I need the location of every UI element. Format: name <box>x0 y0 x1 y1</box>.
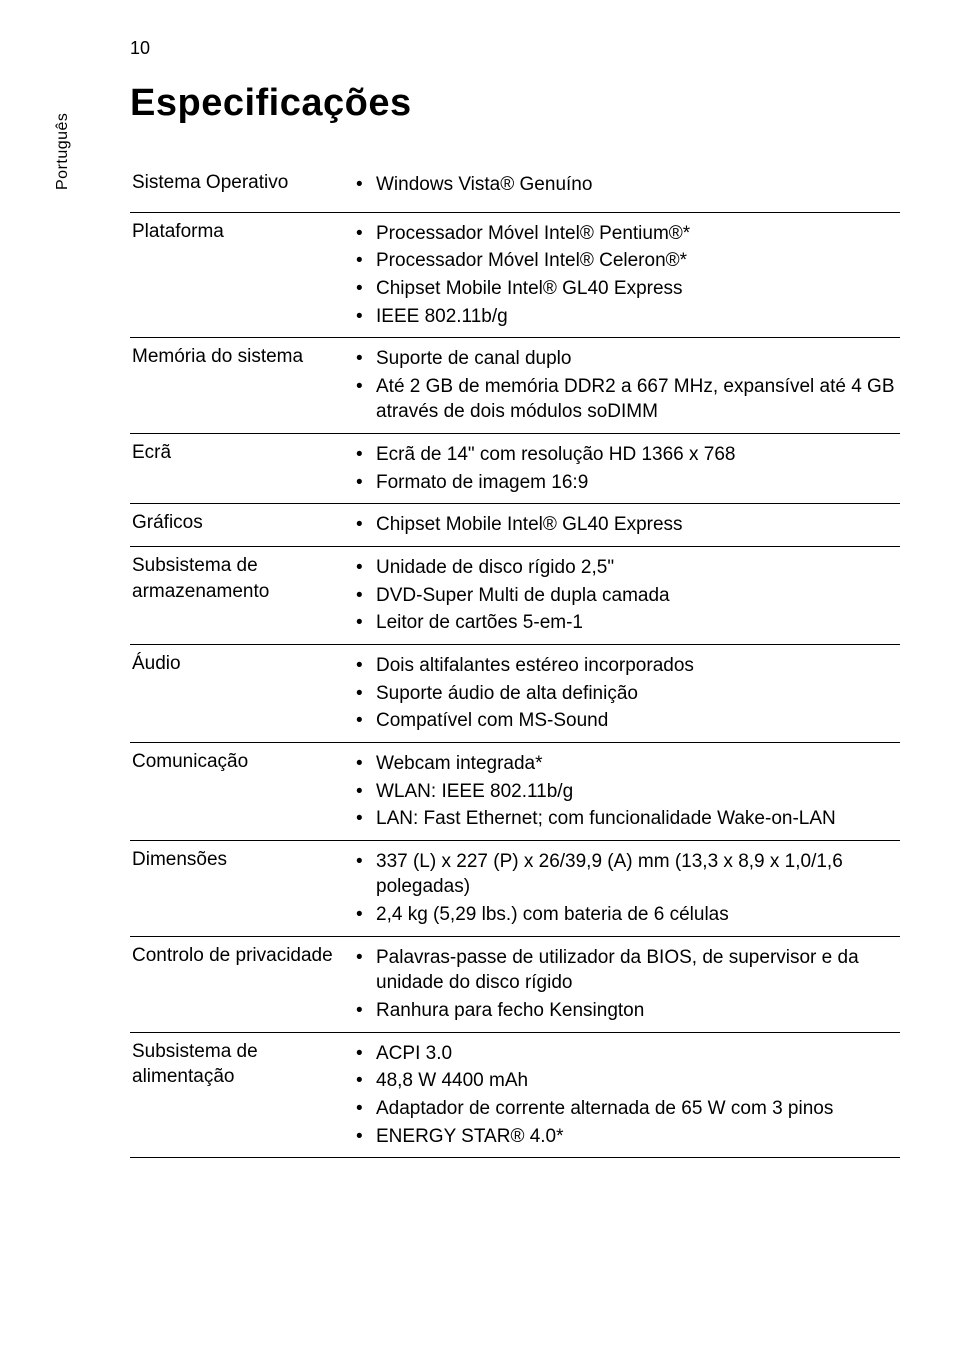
table-row: GráficosChipset Mobile Intel® GL40 Expre… <box>130 504 900 547</box>
table-row: Sistema OperativoWindows Vista® Genuíno <box>130 158 900 212</box>
table-row: Subsistema de alimentaçãoACPI 3.048,8 W … <box>130 1032 900 1158</box>
table-row: PlataformaProcessador Móvel Intel® Penti… <box>130 212 900 338</box>
table-row: Subsistema de armazenamentoUnidade de di… <box>130 547 900 645</box>
list-item: WLAN: IEEE 802.11b/g <box>348 779 896 805</box>
spec-row-label: Áudio <box>130 644 346 742</box>
spec-row-label: Subsistema de armazenamento <box>130 547 346 645</box>
spec-row-values: Webcam integrada*WLAN: IEEE 802.11b/gLAN… <box>346 742 900 840</box>
table-row: EcrãEcrã de 14" com resolução HD 1366 x … <box>130 434 900 504</box>
table-row: Memória do sistemaSuporte de canal duplo… <box>130 338 900 434</box>
spec-row-values: Processador Móvel Intel® Pentium®*Proces… <box>346 212 900 338</box>
list-item: Leitor de cartões 5-em-1 <box>348 610 896 636</box>
list-item: Dois altifalantes estéreo incorporados <box>348 653 896 679</box>
spec-value-list: Processador Móvel Intel® Pentium®*Proces… <box>348 221 896 330</box>
spec-value-list: ACPI 3.048,8 W 4400 mAhAdaptador de corr… <box>348 1041 896 1150</box>
spec-row-values: Chipset Mobile Intel® GL40 Express <box>346 504 900 547</box>
list-item: LAN: Fast Ethernet; com funcionalidade W… <box>348 806 896 832</box>
list-item: Compatível com MS-Sound <box>348 708 896 734</box>
spec-row-label: Ecrã <box>130 434 346 504</box>
spec-value-list: Dois altifalantes estéreo incorporadosSu… <box>348 653 896 734</box>
page-title: Especificações <box>130 82 412 125</box>
list-item: IEEE 802.11b/g <box>348 304 896 330</box>
spec-row-label: Sistema Operativo <box>130 158 346 212</box>
page-number: 10 <box>130 38 150 59</box>
list-item: DVD-Super Multi de dupla camada <box>348 583 896 609</box>
list-item: 48,8 W 4400 mAh <box>348 1068 896 1094</box>
list-item: Chipset Mobile Intel® GL40 Express <box>348 276 896 302</box>
spec-value-list: Ecrã de 14" com resolução HD 1366 x 768F… <box>348 442 896 495</box>
list-item: Ecrã de 14" com resolução HD 1366 x 768 <box>348 442 896 468</box>
list-item: Suporte áudio de alta definição <box>348 681 896 707</box>
list-item: Formato de imagem 16:9 <box>348 470 896 496</box>
list-item: Suporte de canal duplo <box>348 346 896 372</box>
spec-row-label: Memória do sistema <box>130 338 346 434</box>
spec-value-list: Chipset Mobile Intel® GL40 Express <box>348 512 896 538</box>
spec-row-values: Unidade de disco rígido 2,5"DVD-Super Mu… <box>346 547 900 645</box>
table-row: Dimensões337 (L) x 227 (P) x 26/39,9 (A)… <box>130 840 900 936</box>
list-item: Unidade de disco rígido 2,5" <box>348 555 896 581</box>
list-item: 2,4 kg (5,29 lbs.) com bateria de 6 célu… <box>348 902 896 928</box>
list-item: Processador Móvel Intel® Celeron®* <box>348 248 896 274</box>
list-item: Windows Vista® Genuíno <box>348 172 896 198</box>
spec-row-values: Windows Vista® Genuíno <box>346 158 900 212</box>
language-sidebar-label: Português <box>54 113 72 190</box>
list-item: ACPI 3.0 <box>348 1041 896 1067</box>
spec-value-list: Webcam integrada*WLAN: IEEE 802.11b/gLAN… <box>348 751 896 832</box>
spec-row-values: Palavras-passe de utilizador da BIOS, de… <box>346 936 900 1032</box>
spec-row-values: 337 (L) x 227 (P) x 26/39,9 (A) mm (13,3… <box>346 840 900 936</box>
spec-value-list: Unidade de disco rígido 2,5"DVD-Super Mu… <box>348 555 896 636</box>
spec-value-list: Suporte de canal duploAté 2 GB de memóri… <box>348 346 896 425</box>
spec-row-label: Controlo de privacidade <box>130 936 346 1032</box>
list-item: 337 (L) x 227 (P) x 26/39,9 (A) mm (13,3… <box>348 849 896 900</box>
spec-row-label: Subsistema de alimentação <box>130 1032 346 1158</box>
spec-value-list: Windows Vista® Genuíno <box>348 172 896 198</box>
spec-row-values: Dois altifalantes estéreo incorporadosSu… <box>346 644 900 742</box>
spec-value-list: 337 (L) x 227 (P) x 26/39,9 (A) mm (13,3… <box>348 849 896 928</box>
list-item: Até 2 GB de memória DDR2 a 667 MHz, expa… <box>348 374 896 425</box>
list-item: Ranhura para fecho Kensington <box>348 998 896 1024</box>
list-item: Palavras-passe de utilizador da BIOS, de… <box>348 945 896 996</box>
list-item: Adaptador de corrente alternada de 65 W … <box>348 1096 896 1122</box>
list-item: Webcam integrada* <box>348 751 896 777</box>
spec-row-label: Gráficos <box>130 504 346 547</box>
spec-row-values: Ecrã de 14" com resolução HD 1366 x 768F… <box>346 434 900 504</box>
list-item: Processador Móvel Intel® Pentium®* <box>348 221 896 247</box>
table-row: ComunicaçãoWebcam integrada*WLAN: IEEE 8… <box>130 742 900 840</box>
spec-row-label: Plataforma <box>130 212 346 338</box>
list-item: ENERGY STAR® 4.0* <box>348 1124 896 1150</box>
table-row: ÁudioDois altifalantes estéreo incorpora… <box>130 644 900 742</box>
table-row: Controlo de privacidadePalavras-passe de… <box>130 936 900 1032</box>
spec-row-values: Suporte de canal duploAté 2 GB de memóri… <box>346 338 900 434</box>
specifications-table: Sistema OperativoWindows Vista® GenuínoP… <box>130 158 900 1158</box>
spec-value-list: Palavras-passe de utilizador da BIOS, de… <box>348 945 896 1024</box>
spec-row-label: Comunicação <box>130 742 346 840</box>
specifications-table-body: Sistema OperativoWindows Vista® GenuínoP… <box>130 158 900 1158</box>
list-item: Chipset Mobile Intel® GL40 Express <box>348 512 896 538</box>
spec-row-values: ACPI 3.048,8 W 4400 mAhAdaptador de corr… <box>346 1032 900 1158</box>
spec-row-label: Dimensões <box>130 840 346 936</box>
